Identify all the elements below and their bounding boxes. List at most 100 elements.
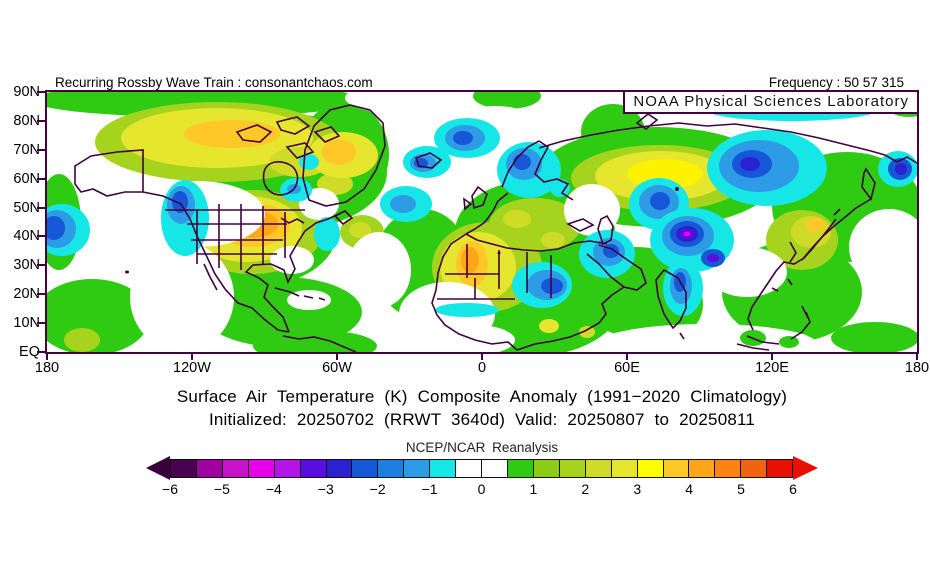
sahara-blue (541, 278, 563, 294)
y-axis-tick (37, 91, 46, 93)
seasia-green-2 (779, 336, 799, 348)
north-pacific-white (849, 209, 917, 285)
y-axis-tick (37, 119, 46, 122)
map-frame: NOAA Physical Sciences Laboratory (45, 90, 919, 354)
coast-japan (801, 208, 841, 261)
coast-mexico-coast (206, 256, 290, 333)
coast-state-borders-vertical (196, 204, 286, 270)
bering-blue (47, 216, 65, 240)
europe-yellow-1 (503, 210, 531, 228)
colorbar-cell (404, 460, 431, 477)
coast-sahara-borders (437, 244, 552, 300)
coast-caribbean-islands (274, 287, 326, 301)
colorbar-cell (689, 460, 716, 477)
atlantic-yellow-patch (349, 222, 371, 238)
colorbar-cell (300, 460, 327, 477)
coast-state-borders-horizontal (187, 223, 287, 255)
chart-title: Surface Air Temperature (K) Composite An… (176, 387, 788, 406)
anomaly-map (47, 92, 917, 352)
coast-iceland (414, 152, 443, 169)
africa-yellow-dot-2 (579, 326, 595, 338)
coast-seasia-islands (736, 305, 811, 351)
coast-caspian-blacksea (566, 214, 614, 246)
x-axis-tick (626, 352, 628, 360)
source-note: Recurring Rossby Wave Train : consonantc… (55, 75, 373, 90)
chart-subtitle: Initialized: 20250702 (RRWT 3640d) Valid… (208, 410, 756, 429)
x-axis-label: 120W (173, 360, 211, 376)
x-axis-label: 60E (614, 360, 640, 376)
colorbar-cell (585, 460, 612, 477)
coast-novaya-zemlya (635, 113, 659, 130)
colorbar-right-arrow (793, 456, 818, 480)
alaska-warm-core (184, 120, 280, 148)
coast-africa-west-coast (431, 233, 518, 351)
y-axis-tick (37, 148, 46, 151)
colorbar-cell (456, 460, 483, 477)
artifact-dot-1 (675, 187, 679, 191)
coast-arctic-island-3 (313, 126, 341, 143)
x-axis-label: 120E (755, 360, 789, 376)
coast-uk-ireland (463, 185, 488, 211)
philippines-green (795, 310, 815, 330)
colorbar-cell (326, 460, 353, 477)
colorbar-tick-label: −2 (369, 481, 386, 497)
y-axis-tick (37, 351, 46, 353)
coast-arctic-island-1 (235, 124, 273, 143)
arctic-white-gap (345, 92, 469, 114)
y-axis-label: 80N (13, 112, 40, 129)
pacific-sw-ygreen (64, 328, 100, 352)
colorbar-tick-label: 5 (737, 481, 745, 497)
x-axis-label: 60W (322, 360, 352, 376)
coast-arctic-island-4 (285, 142, 315, 159)
coast-baja (203, 263, 218, 291)
y-axis-label: 40N (13, 228, 40, 245)
colorbar (170, 459, 793, 478)
coast-east-asia-coast (747, 198, 872, 331)
nwafrica-orange (461, 247, 479, 273)
y-axis-label: 30N (13, 257, 40, 274)
coast-gulf-east-coast (244, 212, 342, 333)
colorbar-tick-label: −5 (213, 481, 230, 497)
labrador-cyan (314, 217, 340, 251)
colorbar-cell (507, 460, 534, 477)
y-axis-label: 90N (13, 84, 40, 100)
colorbar-tick-label: −1 (421, 481, 438, 497)
colorbar-tick-label: −3 (317, 481, 334, 497)
y-axis-label: 60N (13, 170, 40, 187)
colorbar-cell (663, 460, 690, 477)
colorbar-cell (378, 460, 405, 477)
colorbar-cell (637, 460, 664, 477)
y-axis-tick (37, 235, 46, 238)
x-axis-tick (916, 352, 918, 360)
y-axis-label: 70N (13, 141, 40, 158)
credit-badge: NOAA Physical Sciences Laboratory (623, 92, 917, 114)
indian-ocean-white (597, 324, 817, 352)
coast-africa-east-coast (516, 286, 625, 351)
csiberia-deepblue (740, 157, 760, 171)
coast-redsea-arabia (586, 244, 647, 291)
colorbar-label: NCEP/NCAR Reanalysis (405, 440, 559, 455)
x-axis-tick (336, 352, 338, 360)
y-axis-label: EQ (19, 344, 40, 360)
east-pacific-white (130, 242, 234, 352)
sahel-cyan (435, 303, 499, 317)
centralasia-magenta-core (683, 231, 691, 237)
y-axis-tick (37, 322, 46, 325)
colorbar-cell (430, 460, 457, 477)
x-axis-label: 180 (34, 360, 60, 376)
coast-korea (789, 241, 797, 263)
guinea-white (419, 324, 515, 352)
y-axis-label: 10N (13, 315, 40, 332)
africa-yellow-dot-1 (539, 319, 559, 333)
colorbar-cell (196, 460, 223, 477)
colorbar-tick-label: −4 (265, 481, 282, 497)
colorbar-tick-label: 4 (685, 481, 694, 497)
colorbar-cell (352, 460, 379, 477)
colorbar-tick-label: 3 (633, 481, 642, 497)
colorbar-tick-label: −6 (162, 481, 178, 497)
tibet-indigo (707, 254, 719, 262)
norway-blue (513, 154, 531, 170)
europe-yellow-2 (541, 232, 565, 248)
coast-scandinavia (501, 140, 574, 201)
coast-hudson-bay (262, 161, 299, 196)
